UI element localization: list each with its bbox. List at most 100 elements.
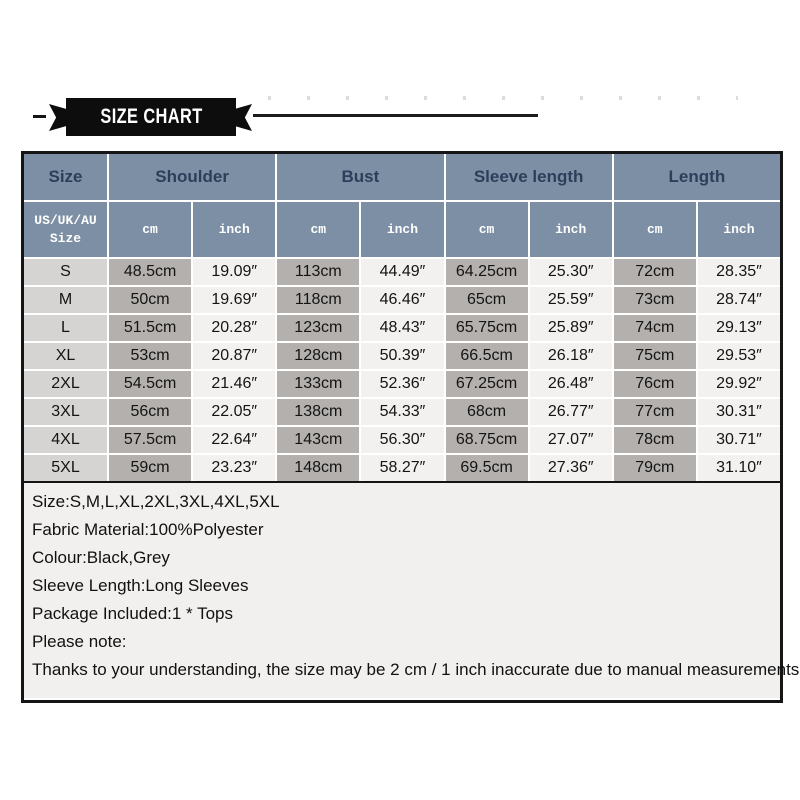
measurement-cell: 51.5cm: [109, 315, 192, 341]
measurement-cell: 128cm: [277, 343, 360, 369]
info-line: Colour:Black,Grey: [32, 548, 170, 567]
unit-header-cm-0: cm: [109, 202, 192, 257]
size-chart-table-box: Size Shoulder Bust Sleeve length Length …: [21, 151, 800, 703]
size-chart-banner: SIZE CHART: [0, 98, 800, 138]
measurement-cell: 54.33″: [361, 399, 444, 425]
measurement-cell: 27.36″: [529, 455, 612, 481]
measurement-cell: 28.74″: [697, 287, 780, 313]
measurement-cell: 56.30″: [361, 427, 444, 453]
measurement-cell: 123cm: [277, 315, 360, 341]
measurement-cell: 25.89″: [529, 315, 612, 341]
measurement-cell: 113cm: [277, 259, 360, 285]
info-line: Size:S,M,L,XL,2XL,3XL,4XL,5XL: [32, 492, 280, 511]
measurement-cell: 19.69″: [193, 287, 276, 313]
size-label-cell: 3XL: [24, 399, 107, 425]
ribbon-right-tail-icon: [235, 104, 252, 131]
measurement-cell: 28.35″: [697, 259, 780, 285]
measurement-cell: 48.5cm: [109, 259, 192, 285]
measurement-cell: 25.59″: [529, 287, 612, 313]
measurement-cell: 50cm: [109, 287, 192, 313]
measurement-cell: 44.49″: [361, 259, 444, 285]
unit-header-cm-2: cm: [277, 202, 360, 257]
size-label-cell: 5XL: [24, 455, 107, 481]
measurement-cell: 22.64″: [193, 427, 276, 453]
measurement-cell: 22.05″: [193, 399, 276, 425]
measurement-cell: 65.75cm: [445, 315, 528, 341]
measurement-cell: 29.92″: [697, 371, 780, 397]
measurement-cell: 64.25cm: [445, 259, 528, 285]
measurement-cell: 77cm: [613, 399, 696, 425]
measurement-cell: 25.30″: [529, 259, 612, 285]
size-table: Size Shoulder Bust Sleeve length Length …: [24, 154, 780, 481]
ribbon-plate: SIZE CHART: [66, 98, 236, 136]
measurement-cell: 67.25cm: [445, 371, 528, 397]
measurement-cell: 26.48″: [529, 371, 612, 397]
measurement-cell: 31.10″: [697, 455, 780, 481]
measurement-cell: 78cm: [613, 427, 696, 453]
col-header-shoulder: Shoulder: [109, 154, 276, 200]
measurement-cell: 66.5cm: [445, 343, 528, 369]
measurement-cell: 79cm: [613, 455, 696, 481]
measurement-cell: 76cm: [613, 371, 696, 397]
measurement-cell: 23.23″: [193, 455, 276, 481]
measurement-cell: 30.31″: [697, 399, 780, 425]
measurement-cell: 21.46″: [193, 371, 276, 397]
measurement-cell: 133cm: [277, 371, 360, 397]
measurement-cell: 52.36″: [361, 371, 444, 397]
measurement-cell: 59cm: [109, 455, 192, 481]
measurement-cell: 65cm: [445, 287, 528, 313]
measurement-cell: 50.39″: [361, 343, 444, 369]
measurement-cell: 48.43″: [361, 315, 444, 341]
measurement-cell: 54.5cm: [109, 371, 192, 397]
size-label-cell: S: [24, 259, 107, 285]
measurement-cell: 143cm: [277, 427, 360, 453]
measurement-cell: 29.13″: [697, 315, 780, 341]
measurement-cell: 29.53″: [697, 343, 780, 369]
banner-left-dash: [33, 115, 46, 118]
product-info: Size:S,M,L,XL,2XL,3XL,4XL,5XL Fabric Mate…: [24, 481, 800, 698]
size-label-cell: XL: [24, 343, 107, 369]
banner-rule: [253, 114, 538, 117]
measurement-cell: 26.77″: [529, 399, 612, 425]
measurement-cell: 20.87″: [193, 343, 276, 369]
measurement-cell: 19.09″: [193, 259, 276, 285]
decorative-tick-marks: [268, 96, 738, 100]
measurement-cell: 75cm: [613, 343, 696, 369]
measurement-cell: 68cm: [445, 399, 528, 425]
measurement-cell: 30.71″: [697, 427, 780, 453]
banner-title: SIZE CHART: [99, 105, 203, 128]
col-header-length: Length: [613, 154, 780, 200]
measurement-cell: 46.46″: [361, 287, 444, 313]
unit-header-inch-5: inch: [529, 202, 612, 257]
info-line: Package Included:1 * Tops: [32, 604, 233, 623]
measurement-cell: 57.5cm: [109, 427, 192, 453]
unit-header-inch-1: inch: [193, 202, 276, 257]
info-line: Please note:: [32, 632, 127, 651]
measurement-cell: 148cm: [277, 455, 360, 481]
measurement-cell: 69.5cm: [445, 455, 528, 481]
measurement-cell: 26.18″: [529, 343, 612, 369]
col-header-us-uk-au-size: US/UK/AU Size: [24, 202, 107, 257]
measurement-cell: 56cm: [109, 399, 192, 425]
measurement-cell: 58.27″: [361, 455, 444, 481]
col-header-sleeve-length: Sleeve length: [445, 154, 612, 200]
measurement-cell: 53cm: [109, 343, 192, 369]
unit-header-cm-4: cm: [445, 202, 528, 257]
measurement-cell: 72cm: [613, 259, 696, 285]
info-line: Fabric Material:100%Polyester: [32, 520, 264, 539]
unit-header-cm-6: cm: [613, 202, 696, 257]
unit-header-inch-3: inch: [361, 202, 444, 257]
col-header-bust: Bust: [277, 154, 444, 200]
col-header-size: Size: [24, 154, 107, 200]
measurement-cell: 68.75cm: [445, 427, 528, 453]
size-label-cell: L: [24, 315, 107, 341]
size-label-cell: M: [24, 287, 107, 313]
measurement-cell: 73cm: [613, 287, 696, 313]
ribbon-left-tail-icon: [49, 104, 66, 131]
info-line: Sleeve Length:Long Sleeves: [32, 576, 249, 595]
size-label-cell: 2XL: [24, 371, 107, 397]
unit-header-inch-7: inch: [697, 202, 780, 257]
measurement-cell: 138cm: [277, 399, 360, 425]
measurement-cell: 118cm: [277, 287, 360, 313]
